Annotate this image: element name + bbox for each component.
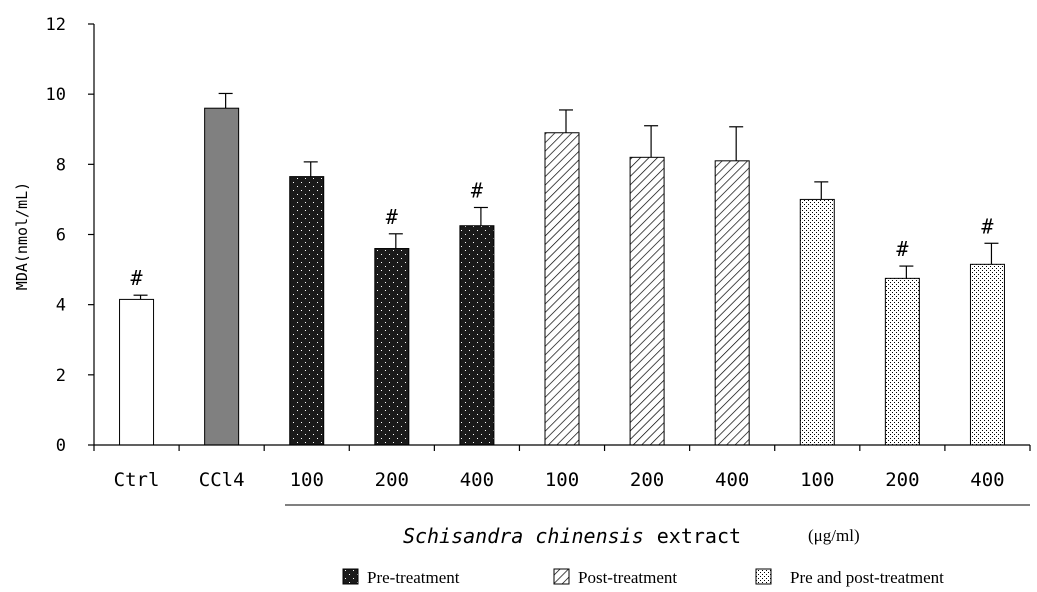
- group-label-plain: extract: [657, 524, 741, 548]
- legend-label-prepost: Pre and post-treatment: [790, 568, 944, 587]
- x-tick-label: 400: [970, 469, 1004, 491]
- significance-mark: #: [981, 214, 993, 238]
- x-tick-label: 100: [290, 469, 324, 491]
- group-label: Schisandra chinensis extract: [403, 524, 741, 548]
- x-tick-label: Ctrl: [114, 469, 160, 491]
- significance-mark: #: [386, 205, 398, 229]
- significance-mark: #: [896, 237, 908, 261]
- y-tick-label: 8: [56, 155, 66, 175]
- y-tick-label: 0: [56, 436, 66, 456]
- x-tick-label: 400: [460, 469, 494, 491]
- legend-label-post: Post-treatment: [578, 568, 677, 587]
- legend: Pre-treatment Post-treatment Pre and pos…: [342, 568, 944, 587]
- x-tick-label: CCl4: [199, 469, 245, 491]
- y-tick-label: 10: [46, 85, 66, 105]
- x-tick-label: 200: [885, 469, 919, 491]
- bar: [289, 176, 325, 446]
- y-axis-title: MDA(nmol/mL): [13, 182, 31, 290]
- bar: [374, 248, 410, 446]
- bar: [969, 263, 1005, 446]
- bar: [714, 160, 750, 446]
- significance-mark: #: [471, 178, 483, 202]
- bar: [204, 107, 240, 446]
- significance-mark: #: [131, 266, 143, 290]
- legend-swatch-pre: [342, 568, 359, 585]
- bar: [459, 225, 495, 446]
- x-tick-label: 200: [630, 469, 664, 491]
- legend-swatch-prepost: [755, 568, 772, 585]
- y-tick-label: 6: [56, 226, 66, 246]
- legend-swatch-post: [553, 568, 570, 585]
- group-label-italic: Schisandra chinensis: [403, 524, 644, 548]
- legend-label-pre: Pre-treatment: [367, 568, 460, 587]
- bar: [629, 156, 665, 446]
- y-tick-label: 12: [46, 15, 66, 35]
- bar: [544, 132, 580, 446]
- bar: [119, 298, 155, 446]
- x-tick-label: 100: [545, 469, 579, 491]
- x-tick-label: 100: [800, 469, 834, 491]
- x-tick-label: 200: [375, 469, 409, 491]
- bar: [799, 198, 835, 446]
- y-tick-label: 4: [56, 296, 66, 316]
- group-label-unit: (μg/ml): [808, 526, 860, 545]
- y-tick-label: 2: [56, 366, 66, 386]
- x-tick-label: 400: [715, 469, 749, 491]
- bar: [884, 277, 920, 446]
